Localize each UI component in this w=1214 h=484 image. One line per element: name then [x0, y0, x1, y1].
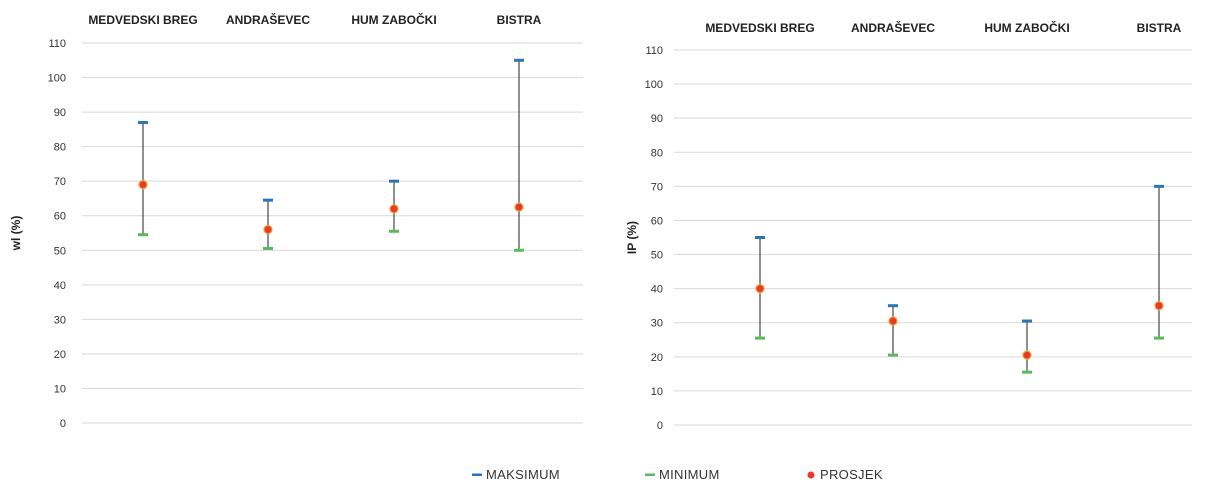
- avg-marker: [138, 180, 148, 190]
- y-tick-label: 80: [651, 147, 663, 159]
- min-marker: [138, 233, 148, 237]
- y-tick-label: 100: [645, 79, 663, 91]
- chart-ip: 0 10 20 30 40 50 60 70 80 90 100 110 IP (%) MEDVEDSKI…: [625, 20, 1192, 432]
- legend-item-maksimum: MAKSIMUM: [472, 467, 560, 482]
- avg-marker: [263, 224, 273, 235]
- max-marker: [263, 198, 273, 202]
- y-axis-label: IP (%): [625, 221, 639, 254]
- y-tick-label: 40: [54, 280, 66, 292]
- min-marker: [514, 248, 524, 252]
- y-axis-label: wl (%): [9, 216, 23, 252]
- max-marker: [389, 179, 399, 183]
- category-label: MEDVEDSKI BREG: [88, 13, 197, 27]
- y-tick-label: 90: [54, 107, 66, 119]
- chart-wl: 0 10 20 30 40 50 60 70 80 90 100 110 wl (%) MEDVEDSKI…: [9, 12, 583, 430]
- y-tick-label: 30: [651, 318, 663, 330]
- y-tick-label: 0: [657, 420, 663, 432]
- y-tick-label: 10: [651, 386, 663, 398]
- max-marker: [514, 58, 524, 62]
- legend-item-prosjek: PROSJEK: [807, 467, 883, 482]
- min-marker: [389, 229, 399, 233]
- avg-marker: [514, 202, 524, 212]
- y-tick-label: 20: [651, 352, 663, 364]
- avg-marker: [389, 204, 399, 214]
- legend-label-minimum: MINIMUM: [659, 467, 720, 482]
- min-marker: [1022, 370, 1032, 374]
- avg-marker: [1154, 301, 1164, 311]
- avg-marker: [888, 316, 898, 326]
- max-marker: [1154, 184, 1164, 188]
- y-tick-label: 20: [54, 349, 66, 361]
- y-tick-label: 110: [645, 45, 663, 57]
- y-tick-label: 60: [651, 215, 663, 227]
- category-label: ANDRAŠEVEC: [226, 12, 310, 27]
- max-marker: [1022, 319, 1032, 323]
- max-marker: [888, 304, 898, 308]
- y-tick-label: 70: [651, 181, 663, 193]
- y-tick-label: 80: [54, 142, 66, 154]
- y-tick-label: 60: [54, 211, 66, 223]
- y-tick-label: 100: [48, 73, 66, 85]
- category-label: BISTRA: [1137, 21, 1182, 35]
- y-tick-label: 10: [54, 383, 66, 395]
- y-tick-label: 50: [54, 245, 66, 257]
- max-marker: [138, 120, 148, 124]
- avg-marker: [1022, 350, 1032, 360]
- category-label: HUM ZABOČKI: [351, 12, 436, 27]
- legend-swatch-minimum: [645, 473, 655, 476]
- avg-marker: [755, 284, 765, 294]
- y-tick-label: 40: [651, 284, 663, 296]
- category-label: BISTRA: [497, 13, 542, 27]
- min-marker: [1154, 336, 1164, 340]
- legend-swatch-maksimum: [472, 473, 482, 476]
- y-tick-label: 110: [48, 38, 66, 50]
- legend-item-minimum: MINIMUM: [645, 467, 720, 482]
- y-tick-label: 30: [54, 314, 66, 326]
- y-tick-label: 0: [60, 418, 66, 430]
- max-marker: [755, 236, 765, 239]
- y-tick-label: 50: [651, 250, 663, 262]
- min-marker: [263, 247, 273, 251]
- legend-label-maksimum: MAKSIMUM: [486, 467, 560, 482]
- y-tick-label: 70: [54, 176, 66, 188]
- min-marker: [888, 353, 898, 357]
- legend: MAKSIMUM MINIMUM PROSJEK: [472, 467, 883, 482]
- y-tick-label: 90: [651, 113, 663, 125]
- legend-swatch-prosjek: [807, 471, 815, 479]
- min-marker: [755, 336, 765, 340]
- legend-label-prosjek: PROSJEK: [820, 467, 883, 482]
- category-label: ANDRAŠEVEC: [851, 20, 935, 35]
- category-label: MEDVEDSKI BREG: [705, 21, 814, 35]
- category-label: HUM ZABOČKI: [984, 20, 1069, 35]
